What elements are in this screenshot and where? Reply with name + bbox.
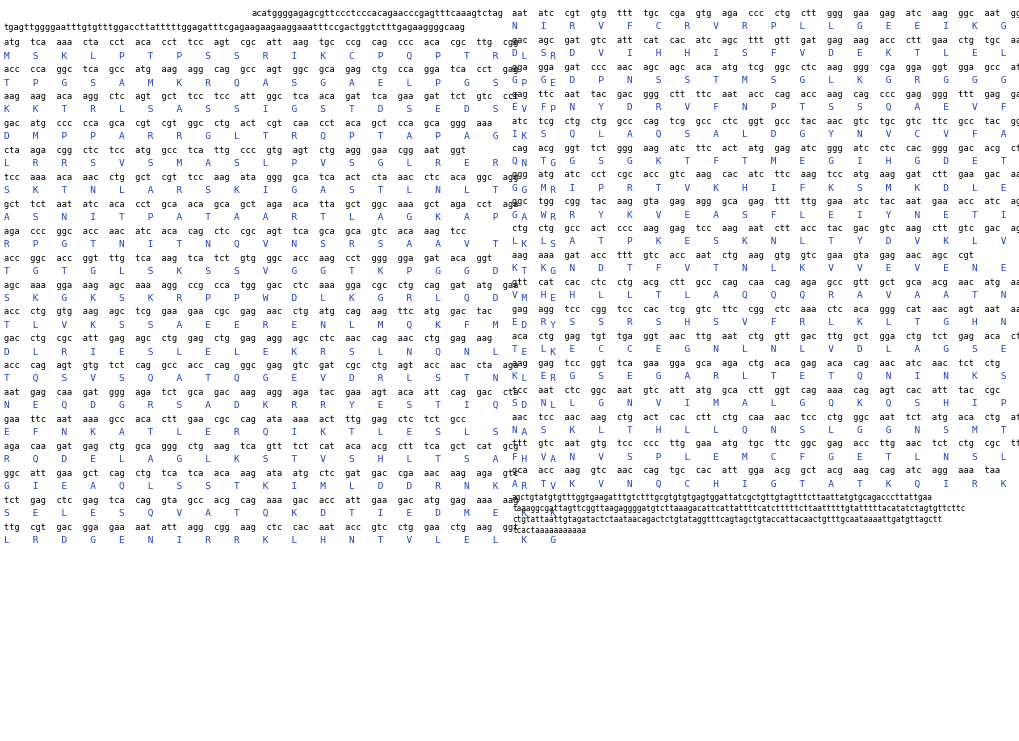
- Text: N    S    K    L    T    H    L    L    Q    N    S    L    G    G    N    S    : N S K L T H L L Q N S L G G N S: [512, 425, 1019, 435]
- Text: ttg  cgt  gac  gga  gaa  aat  att  agg  cgg  aag  ctc  cac  aat  acc  gtc  ctg  : ttg cgt gac gga gaa aat att agg cgg aag …: [4, 522, 518, 531]
- Text: F    V    N    V    S    P    L    E    M    C    F    G    E    T    L    N    : F V N V S P L E M C F G E T L N: [512, 453, 1019, 462]
- Text: ttt  gtc  aat  gtg  tcc  ccc  ttg  gaa  atg  tgc  ttc  ggc  gag  acc  ttg  aac  : ttt gtc aat gtg tcc ccc ttg gaa atg tgc …: [512, 439, 1019, 448]
- Text: E    R    S    S    R    S    H    S    V    F    R    L    K    L    T    G    : E R S S R S H S V F R L K L T G: [512, 318, 1019, 327]
- Text: aga  caa  gat  gag  ctg  gca  ggg  ctg  aag  tca  gtt  tct  cat  aca  acg  ctt  : aga caa gat gag ctg gca ggg ctg aag tca …: [4, 442, 518, 451]
- Text: gac  agc  gat  gtc  att  cat  cac  atc  agc  ttt  gtt  gat  gag  aag  acc  ctt  : gac agc gat gtc att cat cac atc agc ttt …: [512, 36, 1019, 45]
- Text: K    E    G    S    E    G    A    R    L    T    E    T    Q    N    I    N    : K E G S E G A R L T E T Q N I N: [512, 372, 1019, 381]
- Text: acc  ctg  gtg  aag  agc  tcg  gaa  gaa  cgc  gag  aac  ctg  atg  cag  aag  ttc  : acc ctg gtg aag agc tcg gaa gaa cgc gag …: [4, 308, 492, 316]
- Text: ctgtattaattgtagatactctaataacagactctgtataggtttcagtagctgtaccattacaactgtttgcaataaaa: ctgtattaattgtagatactctaataacagactctgtata…: [512, 515, 942, 524]
- Text: N    E    Q    D    G    R    S    A    D    K    R    R    Y    E    S    T    : N E Q D G R S A D K R R Y E S T: [4, 402, 555, 411]
- Text: taaaggcgattagttcggttaagaggggatgtcttaaagacattcattattttcatctttttcttaatttttgtattttt: taaaggcgattagttcggttaagaggggatgtcttaaaga…: [512, 504, 964, 514]
- Text: gac  ctg  cgc  att  gag  agc  ctg  gag  ctg  gag  agg  agc  ctc  aac  cag  aac  : gac ctg cgc att gag agc ctg gag ctg gag …: [4, 334, 492, 343]
- Text: A    T    K    V    N    Q    C    H    I    G    T    A    T    K    Q    I    : A T K V N Q C H I G T A T K Q I: [512, 479, 1019, 488]
- Text: D    S    D    V    I    H    H    I    S    F    V    D    E    K    T    L    : D S D V I H H I S F V D E K T L: [512, 49, 1019, 58]
- Text: gag  ttc  aat  tac  gac  ggg  ctt  ttc  aat  acc  cag  acc  aag  cag  ccc  gag  : gag ttc aat tac gac ggg ctt ttc aat acc …: [512, 90, 1019, 99]
- Text: gaa  ttc  aat  aaa  gcc  aca  ctt  gaa  cgc  cag  ata  aaa  act  ttg  gag  ctc  : gaa ttc aat aaa gcc aca ctt gaa cgc cag …: [4, 415, 466, 424]
- Text: gct  tct  aat  atc  aca  cct  gca  aca  gca  gct  aga  aca  tta  gct  ggc  aaa  : gct tct aat atc aca cct gca aca gca gct …: [4, 200, 518, 209]
- Text: E    F    N    Y    D    R    V    F    N    P    T    S    S    Q    A    E    : E F N Y D R V F N P T S S Q A E: [512, 103, 1019, 112]
- Text: ctg  ctg  gcc  act  ccc  aag  gag  tcc  aag  aat  ctt  acc  tac  gac  gtc  aag  : ctg ctg gcc act ccc aag gag tcc aag aat …: [512, 225, 1019, 233]
- Text: acatggggagagcgttccctcccacagaacccgagtttcaaagtctag: acatggggagagcgttccctcccacagaacccgagtttca…: [252, 9, 503, 18]
- Text: tgagttggggaatttgtgtttggaccttatttttggagatttcgagaagaagaaggaaatttccgactggtctttgagaa: tgagttggggaatttgtgtttggaccttatttttggagat…: [4, 23, 466, 32]
- Text: tcc  aaa  aca  aac  ctg  gct  cgt  tcc  aag  ata  ggg  gca  tca  act  cta  aac  : tcc aaa aca aac ctg gct cgt tcc aag ata …: [4, 173, 518, 182]
- Text: T    L    E    C    C    E    G    N    L    N    L    V    D    L    A    G    : T L E C C E G N L N L V D L A G: [512, 345, 1019, 354]
- Text: cta  aga  cgg  ctc  tcc  atg  gcc  tca  ttg  ccc  gtg  agt  ctg  agg  gaa  cgg  : cta aga cgg ctc tcc atg gcc tca ttg ccc …: [4, 146, 466, 155]
- Text: K    K    T    R    L    S    A    S    S    I    G    S    T    D    S    E    : K K T R L S A S S I G S T D S E: [4, 105, 555, 114]
- Text: E    F    N    K    A    T    L    E    R    Q    I    K    T    L    E    S    : E F N K A T L E R Q I K T L E S: [4, 428, 527, 437]
- Text: T    P    G    S    A    M    K    R    Q    A    S    G    A    E    L    P    : T P G S A M K R Q A S G A E L P: [4, 79, 555, 87]
- Text: I    S    Q    L    A    Q    S    A    L    D    G    Y    N    V    C    V    : I S Q L A Q S A L D G Y N V C V: [512, 130, 1019, 139]
- Text: atc  tcg  ctg  ctg  gcc  cag  tcg  gcc  ctc  ggt  gcc  tac  aac  gtc  tgc  gtc  : atc tcg ctg ctg gcc cag tcg gcc ctc ggt …: [512, 116, 1019, 126]
- Text: L    R    D    G    E    N    I    R    R    K    L    H    N    T    V    L    : L R D G E N I R R K L H N T V L: [4, 536, 555, 545]
- Text: S    E    L    E    S    Q    V    A    T    Q    K    D    T    I    E    D    : S E L E S Q V A T Q K D T I E D: [4, 509, 555, 518]
- Text: S    K    T    N    L    A    R    S    K    I    G    A    S    T    L    N    : S K T N L A R S K I G A S T L N: [4, 186, 555, 195]
- Text: G    G    D    P    N    S    S    T    M    S    G    L    K    G    R    G    : G G D P N S S T M S G L K G R G: [512, 76, 1019, 85]
- Text: R    Q    D    E    L    A    G    L    K    S    T    V    S    H    L    T    : R Q D E L A G L K S T V S H L T: [4, 455, 555, 464]
- Text: L    R    R    S    V    S    M    A    S    L    P    V    S    G    L    R    : L R R S V S M A S L P V S G L R: [4, 159, 555, 168]
- Text: cag  acg  ggt  tct  ggg  aag  atc  ttc  act  atg  gag  atc  ggg  atc  ctc  cac  : cag acg ggt tct ggg aag atc ttc act atg …: [512, 144, 1019, 153]
- Text: ggc  att  gaa  gct  cag  ctg  tca  tca  aca  aag  ata  atg  ctc  gat  gac  cga  : ggc att gaa gct cag ctg tca tca aca aag …: [4, 469, 518, 478]
- Text: S    K    G    K    S    K    R    P    P    W    D    L    K    G    R    L    : S K G K S K R P P W D L K G R L: [4, 293, 555, 303]
- Text: D    M    P    P    A    R    R    G    L    T    R    Q    P    T    A    P    : D M P P A R R G L T R Q P T A P: [4, 133, 527, 142]
- Text: gac  atg  ccc  cca  gca  cgt  cgt  ggc  ctg  act  cgt  caa  cct  aca  gct  cca  : gac atg ccc cca gca cgt cgt ggc ctg act …: [4, 119, 492, 128]
- Text: R    P    G    T    N    I    T    N    Q    V    N    S    R    S    A    A    : R P G T N I T N Q V N S R S A A: [4, 240, 555, 249]
- Text: G    W    R    Y    K    V    E    A    S    F    L    E    I    Y    N    E    : G W R Y K V E A S F L E I Y N E: [512, 210, 1019, 219]
- Text: ggc  tgg  cgg  tac  aag  gta  gag  agg  gca  gag  ttt  ttg  gaa  atc  tac  aat  : ggc tgg cgg tac aag gta gag agg gca gag …: [512, 197, 1019, 206]
- Text: T    L    V    K    S    S    A    E    E    R    E    N    L    M    Q    K    : T L V K S S A E E R E N L M Q K: [4, 321, 555, 330]
- Text: agc  aaa  gga  aag  agc  aaa  agg  ccg  cca  tgg  gac  ctc  aaa  gga  cgc  ctg  : agc aaa gga aag agc aaa agg ccg cca tgg …: [4, 281, 518, 290]
- Text: K    K    N    D    T    F    V    T    N    L    K    V    V    E    V    E    : K K N D T F V T N L K V V E V E: [512, 265, 1019, 273]
- Text: acc  cca  ggc  tca  gcc  atg  aag  agg  cag  gcc  agt  ggc  gca  gag  ctg  cca  : acc cca ggc tca gcc atg aag agg cag gcc …: [4, 65, 518, 74]
- Text: tct  gag  ctc  gag  tca  cag  gta  gcc  acg  cag  aaa  gac  acc  att  gaa  gac  : tct gag ctc gag tca cag gta gcc acg cag …: [4, 496, 518, 505]
- Text: D    L    R    I    E    S    L    E    L    E    K    R    S    L    N    Q    : D L R I E S L E L E K R S L N Q: [4, 348, 555, 356]
- Text: T    G    T    G    L    S    K    S    S    V    G    G    T    K    P    G    : T G T G L S K S S V G G T K P G: [4, 267, 555, 276]
- Text: aat  gag  caa  gat  ggg  aga  tct  gca  gac  aag  agg  aga  tac  gaa  agt  aca  : aat gag caa gat ggg aga tct gca gac aag …: [4, 388, 518, 397]
- Text: atg  tca  aaa  cta  cct  aca  cct  tcc  agt  cgc  att  aag  tgc  ccg  cag  ccc  : atg tca aaa cta cct aca cct tcc agt cgc …: [4, 39, 518, 47]
- Text: aca  ctg  gag  tgt  tga  ggt  aac  ttg  aat  ctg  gtt  gac  ttg  gct  gga  ctg  : aca ctg gag tgt tga ggt aac ttg aat ctg …: [512, 332, 1019, 341]
- Text: L    L    A    T    P    K    E    S    K    N    L    T    Y    D    V    K    : L L A T P K E S K N L T Y D V K: [512, 237, 1019, 247]
- Text: aag  gag  tcc  ggt  tca  gaa  gga  gca  aga  ctg  aca  gag  aca  cag  aac  atc  : aag gag tcc ggt tca gaa gga gca aga ctg …: [512, 359, 1000, 368]
- Text: aga  ccc  ggc  acc  aac  atc  aca  cag  ctc  cgc  agt  tca  gca  gca  gtc  aca  : aga ccc ggc acc aac atc aca cag ctc cgc …: [4, 227, 466, 236]
- Text: gtt  cat  cac  ctc  ctg  acg  ctt  gcc  cag  caa  cag  aga  gcc  gtt  gct  gca  : gtt cat cac ctc ctg acg ctt gcc cag caa …: [512, 278, 1019, 287]
- Text: agctgtatgtgtttggtgaagatttgtctttgcgtgtgtgagtggattatcgctgttgtagtttcttaattatgtgcaga: agctgtatgtgtttggtgaagatttgtctttgcgtgtgtg…: [512, 494, 932, 502]
- Text: V    H    H    L    L    T    L    A    Q    Q    Q    R    A    V    A    A    : V H H L L T L A Q Q Q R A V A A: [512, 291, 1019, 300]
- Text: tcc  aat  ctc  ggc  aat  gtc  att  atg  gca  ctt  ggt  cag  aaa  cag  agt  cac  : tcc aat ctc ggc aat gtc att atg gca ctt …: [512, 385, 1000, 395]
- Text: acc  cag  agt  gtg  tct  cag  gcc  acc  cag  ggc  gag  gtc  gat  cgc  ctg  agt  : acc cag agt gtg tct cag gcc acc cag ggc …: [4, 361, 518, 370]
- Text: S    N    L    G    N    V    I    M    A    L    G    Q    K    Q    S    H    : S N L G N V I M A L G Q K Q S H: [512, 399, 1019, 408]
- Text: Q    T    G    S    G    K    T    F    T    M    E    G    I    H    G    D    : Q T G S G K T F T M E G I H G D: [512, 156, 1019, 166]
- Text: aag  aaa  gat  acc  ttt  gtc  acc  aat  ctg  aag  gtg  gtc  gaa  gta  gag  aac  : aag aaa gat acc ttt gtc acc aat ctg aag …: [512, 251, 973, 260]
- Text: M    S    K    L    P    T    P    S    S    R    I    K    C    P    Q    P    : M S K L P T P S S R I K C P Q P: [4, 52, 555, 61]
- Text: acc  ggc  acc  ggt  ttg  tca  aag  tca  tct  gtg  ggc  acc  aag  cct  ggg  gga  : acc ggc acc ggt ttg tca aag tca tct gtg …: [4, 253, 492, 262]
- Text: aag  aag  aca  agg  ctc  agt  gct  tcc  tcc  att  ggc  tca  aca  gat  tca  gaa  : aag aag aca agg ctc agt gct tcc tcc att …: [4, 92, 518, 102]
- Text: gga  gga  gat  ccc  aac  agc  agc  aca  atg  tcg  ggc  ctc  aag  ggg  cga  gga  : gga gga gat ccc aac agc agc aca atg tcg …: [512, 63, 1019, 72]
- Text: G    M    I    P    R    T    V    K    H    I    F    K    S    M    K    D    : G M I P R T V K H I F K S M K D: [512, 184, 1019, 193]
- Text: gca  acc  aag  gtc  aac  cag  tgc  cac  att  gga  acg  gct  acg  aag  cag  atc  : gca acc aag gtc aac cag tgc cac att gga …: [512, 466, 1000, 475]
- Text: ggg  atg  atc  cct  cgc  acc  gtc  aag  cac  atc  ttc  aag  tcc  atg  aag  gat  : ggg atg atc cct cgc acc gtc aag cac atc …: [512, 170, 1019, 179]
- Text: A    S    N    I    T    P    A    T    A    A    R    T    L    A    G    K    : A S N I T P A T A A R T L A G K: [4, 213, 555, 222]
- Text: N    I    R    V    F    C    R    V    R    P    L    L    G    E    E    I    : N I R V F C R V R P L L G E E I: [512, 22, 1019, 31]
- Text: G    I    E    A    Q    L    S    S    T    K    I    M    L    D    D    R    : G I E A Q L S S T K I M L D D R: [4, 482, 555, 491]
- Text: tcactaaaaaaaaaaa: tcactaaaaaaaaaaa: [512, 526, 586, 535]
- Text: T    Q    S    V    S    Q    A    T    Q    G    E    V    D    R    L    S    : T Q S V S Q A T Q G E V D R L S: [4, 374, 555, 383]
- Text: aat  atc  cgt  gtg  ttt  tgc  cga  gtg  aga  ccc  ctg  ctt  ggg  gaa  gag  atc  : aat atc cgt gtg ttt tgc cga gtg aga ccc …: [512, 9, 1019, 18]
- Text: gag  agg  tcc  cgg  tcc  cac  tcg  gtc  ttc  cgg  ctc  aaa  ctc  aca  ggg  cat  : gag agg tcc cgg tcc cac tcg gtc ttc cgg …: [512, 305, 1019, 314]
- Text: aac  tcc  aac  aag  ctg  act  cac  ctt  ctg  caa  aac  tcc  ctg  ggc  aat  tct  : aac tcc aac aag ctg act cac ctt ctg caa …: [512, 413, 1019, 422]
